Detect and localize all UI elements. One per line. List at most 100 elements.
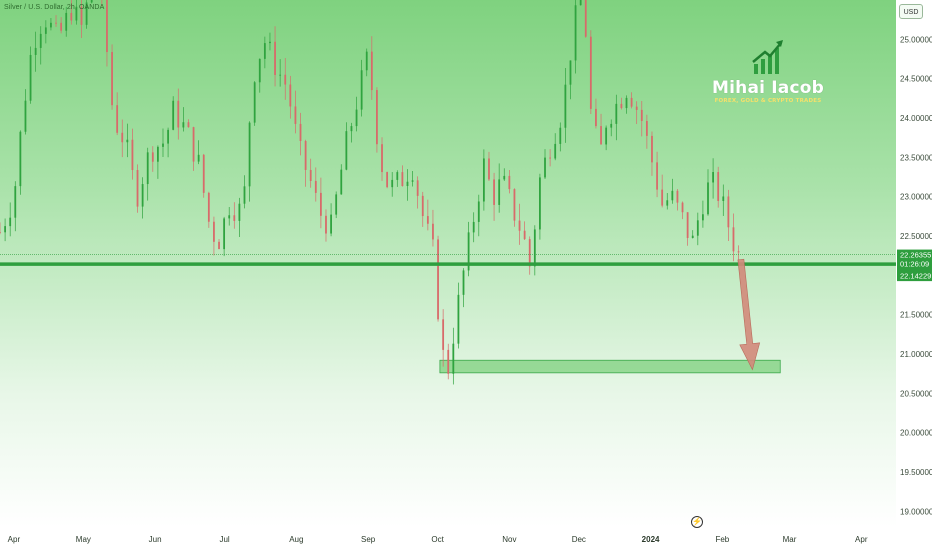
- candle-body: [518, 220, 521, 231]
- target-zone: [439, 359, 781, 374]
- candle-body: [39, 33, 42, 48]
- level-price-tag: [897, 270, 932, 282]
- candle-body: [253, 82, 256, 123]
- x-tick-label: Jul: [219, 535, 229, 544]
- candle-body: [4, 226, 6, 233]
- candle-body: [635, 106, 638, 110]
- x-tick-label: Oct: [431, 535, 444, 544]
- candle-body: [605, 127, 608, 145]
- candle-body: [544, 157, 546, 178]
- candle-body: [187, 122, 190, 128]
- candle-body: [314, 180, 317, 193]
- candle-body: [9, 217, 12, 227]
- candle-body: [269, 41, 271, 44]
- y-tick-label: 24.00000: [900, 114, 932, 123]
- currency-button[interactable]: USD: [899, 4, 923, 19]
- candle-body: [432, 223, 434, 240]
- levels-layer: [0, 254, 896, 266]
- candle-body: [528, 239, 531, 267]
- candle-body: [360, 70, 363, 110]
- candle-body: [391, 179, 394, 188]
- candle-body: [666, 200, 669, 206]
- candle-body: [676, 190, 679, 203]
- candle-body: [121, 132, 124, 143]
- candle-body: [325, 215, 327, 234]
- candle-body: [462, 270, 465, 295]
- candle-body: [34, 47, 37, 55]
- candle-body: [426, 216, 429, 224]
- candle-body: [493, 179, 495, 205]
- candle-body: [19, 131, 22, 187]
- candle-body: [299, 123, 302, 141]
- candle-body: [233, 215, 236, 221]
- candle-body: [55, 22, 57, 24]
- candle-body: [365, 51, 368, 71]
- candle-body: [564, 84, 567, 128]
- candle-body: [376, 90, 378, 145]
- x-tick-label: Nov: [502, 535, 516, 544]
- y-tick-label: 25.00000: [900, 35, 932, 44]
- candle-body: [75, 6, 78, 21]
- candle-body: [243, 186, 246, 204]
- y-tick-label: 23.00000: [900, 193, 932, 202]
- candle-body: [625, 97, 628, 109]
- candle-body: [263, 43, 266, 59]
- candle-body: [0, 232, 1, 233]
- candle-body: [569, 60, 572, 85]
- growth-chart-icon: [752, 40, 783, 74]
- candle-body: [640, 109, 643, 121]
- candle-body: [732, 227, 735, 252]
- down-arrow: [737, 258, 761, 371]
- candle-body: [330, 214, 332, 234]
- candle-body: [467, 232, 470, 271]
- candle-body: [126, 139, 129, 143]
- candle-body: [707, 182, 709, 215]
- candle-body: [401, 172, 404, 187]
- candle-body: [574, 5, 577, 61]
- candle-body: [111, 52, 113, 106]
- candle-body: [686, 212, 689, 238]
- candle-body: [717, 172, 720, 201]
- candle-body: [60, 22, 63, 31]
- candle-body: [182, 122, 185, 128]
- candle-body: [29, 54, 32, 101]
- candle-body: [50, 22, 52, 28]
- level-price-label: 22.14229: [900, 272, 931, 281]
- current-price-tag: [897, 249, 932, 271]
- candle-body: [24, 100, 27, 132]
- candle-body: [116, 105, 119, 133]
- candle-body: [696, 220, 699, 236]
- x-tick-label: Feb: [715, 535, 729, 544]
- price-axis[interactable]: 25.00000 24.50000 24.00000 23.50000 23.00000…: [900, 35, 932, 516]
- candle-body: [457, 294, 460, 344]
- candle-body: [737, 251, 740, 253]
- brand-tagline: FOREX, GOLD & CRYPTO TRADES: [714, 98, 822, 104]
- y-tick-label: 23.50000: [900, 153, 932, 162]
- candle-body: [350, 126, 353, 132]
- x-tick-label: Apr: [855, 535, 868, 544]
- candle-body: [482, 158, 485, 202]
- candle-body: [202, 154, 205, 193]
- zones-layer: [439, 359, 781, 374]
- candle-body: [304, 140, 307, 170]
- candle-body: [213, 221, 215, 242]
- candle-body: [406, 181, 409, 187]
- candle-body: [559, 127, 562, 144]
- candle-body: [197, 154, 200, 162]
- candle-body: [70, 12, 73, 21]
- lightning-icon[interactable]: ⚡: [691, 516, 703, 528]
- candle-body: [90, 0, 93, 3]
- candle-body: [442, 319, 445, 350]
- candle-body: [488, 158, 490, 180]
- candle-body: [589, 36, 592, 109]
- candle-body: [370, 51, 373, 91]
- candle-body: [656, 162, 658, 190]
- candle-body: [452, 343, 455, 374]
- time-axis[interactable]: Apr May Jun Jul Aug Sep Oct Nov Dec 2024 Feb Mar Apr: [8, 535, 868, 544]
- candle-body: [645, 120, 648, 136]
- symbol-title: Silver / U.S. Dollar, 2h, OANDA: [4, 4, 105, 11]
- candle-body: [218, 241, 220, 250]
- candle-body: [661, 189, 664, 206]
